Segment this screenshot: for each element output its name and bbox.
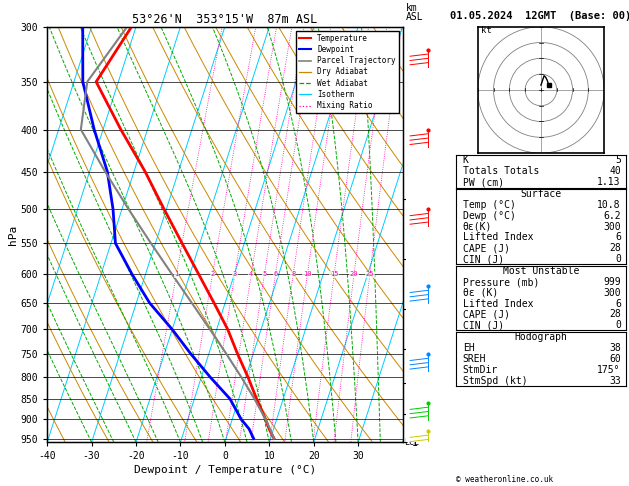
Text: Surface: Surface	[520, 190, 562, 199]
Text: 38: 38	[609, 343, 621, 353]
Text: 6.2: 6.2	[603, 211, 621, 221]
Text: CIN (J): CIN (J)	[463, 254, 504, 264]
Text: CAPE (J): CAPE (J)	[463, 309, 510, 319]
Text: 6: 6	[273, 272, 277, 278]
Text: 25: 25	[365, 272, 374, 278]
Legend: Temperature, Dewpoint, Parcel Trajectory, Dry Adiabat, Wet Adiabat, Isotherm, Mi: Temperature, Dewpoint, Parcel Trajectory…	[296, 31, 399, 113]
Text: θε(K): θε(K)	[463, 222, 493, 232]
Text: EH: EH	[463, 343, 474, 353]
Y-axis label: hPa: hPa	[8, 225, 18, 244]
Text: 10.8: 10.8	[598, 200, 621, 210]
Text: 5: 5	[262, 272, 267, 278]
Text: 4: 4	[249, 272, 253, 278]
Text: Lifted Index: Lifted Index	[463, 232, 533, 243]
Text: 60: 60	[609, 354, 621, 364]
Text: 28: 28	[609, 243, 621, 253]
Text: 28: 28	[609, 309, 621, 319]
Y-axis label: Mixing Ratio (g/kg): Mixing Ratio (g/kg)	[421, 179, 431, 290]
Text: 6: 6	[615, 232, 621, 243]
Text: 175°: 175°	[598, 365, 621, 375]
Text: 40: 40	[609, 166, 621, 176]
Text: Totals Totals: Totals Totals	[463, 166, 539, 176]
Text: 0: 0	[615, 254, 621, 264]
Text: θε (K): θε (K)	[463, 288, 498, 298]
Text: 8: 8	[291, 272, 295, 278]
Text: 300: 300	[603, 288, 621, 298]
Text: © weatheronline.co.uk: © weatheronline.co.uk	[456, 474, 553, 484]
Text: K: K	[463, 155, 469, 165]
Text: StmSpd (kt): StmSpd (kt)	[463, 376, 528, 386]
Text: Dewp (°C): Dewp (°C)	[463, 211, 516, 221]
X-axis label: Dewpoint / Temperature (°C): Dewpoint / Temperature (°C)	[134, 466, 316, 475]
Text: 0: 0	[615, 320, 621, 330]
Text: CIN (J): CIN (J)	[463, 320, 504, 330]
Text: Temp (°C): Temp (°C)	[463, 200, 516, 210]
Text: 300: 300	[603, 222, 621, 232]
Text: 33: 33	[609, 376, 621, 386]
Text: Pressure (mb): Pressure (mb)	[463, 277, 539, 287]
Text: Hodograph: Hodograph	[515, 332, 567, 342]
Text: 15: 15	[330, 272, 338, 278]
Text: kt: kt	[481, 26, 492, 35]
Text: 1: 1	[174, 272, 179, 278]
Text: 6: 6	[615, 298, 621, 309]
Text: 2: 2	[210, 272, 214, 278]
Text: 5: 5	[615, 155, 621, 165]
Text: 1.13: 1.13	[598, 177, 621, 187]
Text: Lifted Index: Lifted Index	[463, 298, 533, 309]
Text: 3: 3	[233, 272, 237, 278]
Text: SREH: SREH	[463, 354, 486, 364]
Text: 999: 999	[603, 277, 621, 287]
Text: StmDir: StmDir	[463, 365, 498, 375]
Text: CAPE (J): CAPE (J)	[463, 243, 510, 253]
Text: 01.05.2024  12GMT  (Base: 00): 01.05.2024 12GMT (Base: 00)	[450, 11, 629, 21]
Text: km
ASL: km ASL	[406, 2, 423, 22]
Title: 53°26'N  353°15'W  87m ASL: 53°26'N 353°15'W 87m ASL	[132, 13, 318, 26]
Text: 20: 20	[350, 272, 359, 278]
Text: PW (cm): PW (cm)	[463, 177, 504, 187]
Text: LCL: LCL	[404, 438, 420, 447]
Text: Most Unstable: Most Unstable	[503, 266, 579, 276]
Text: 10: 10	[303, 272, 311, 278]
